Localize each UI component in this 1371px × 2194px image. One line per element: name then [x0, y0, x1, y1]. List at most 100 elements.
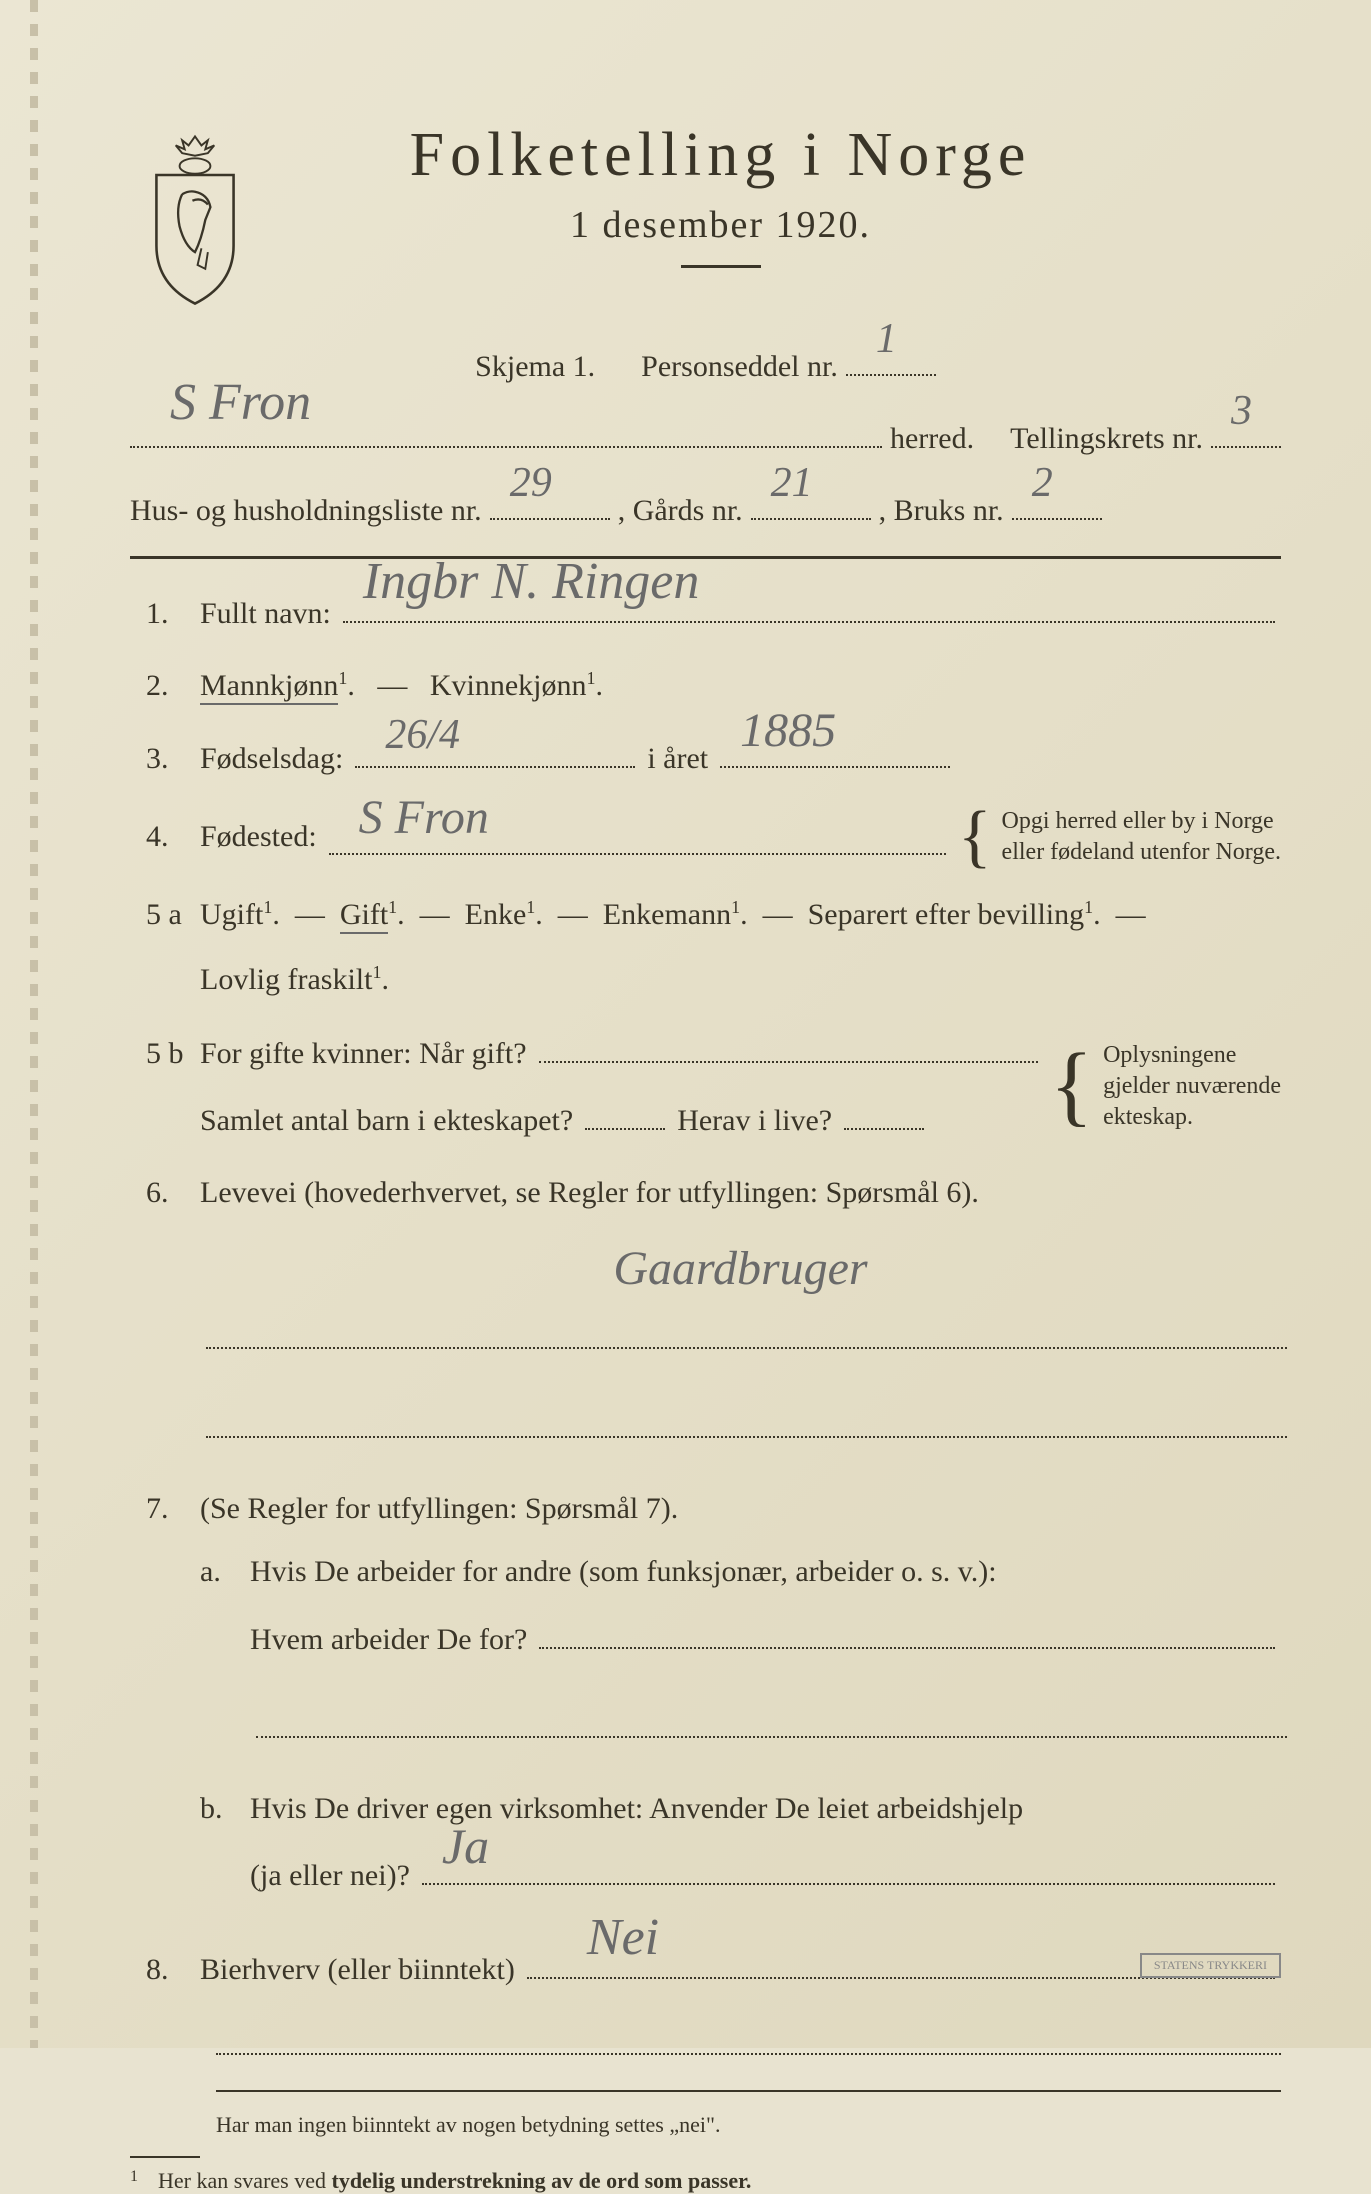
q4-note-l2: eller fødeland utenfor Norge. [1002, 837, 1281, 868]
q4-field: S Fron [329, 819, 946, 855]
q8-line2 [216, 2036, 1281, 2055]
q5b-live-field [844, 1094, 924, 1130]
q3-year-field: 1885 [720, 732, 950, 768]
q6-num: 6. [130, 1168, 200, 1218]
q4-num: 4. [130, 812, 200, 862]
q7b: b. Hvis De driver egen virksomhet: Anven… [200, 1784, 1281, 1901]
q5a-opt1: Ugift [200, 898, 263, 931]
husliste-field: 29 [490, 484, 610, 520]
q2: 2. Mannkjønn1. — Kvinnekjønn1. [130, 661, 1281, 711]
q8-num: 8. [130, 1945, 200, 1995]
q7a-l2: Hvem arbeider De for? [250, 1615, 527, 1665]
q5a: 5 a Ugift1. — Gift1. — Enke1. — Enkemann… [130, 890, 1281, 1005]
skjema-label: Skjema 1. [475, 340, 595, 394]
gards-label: , Gårds nr. [618, 484, 743, 538]
q5b-note-l2: gjelder nuværende [1103, 1071, 1281, 1102]
q7a-letter: a. [200, 1547, 250, 1754]
q5a-opt4: Enkemann [603, 898, 731, 931]
main-title: Folketelling i Norge [290, 120, 1151, 191]
q5b-note-l1: Oplysningene [1103, 1040, 1281, 1071]
husliste-line: Hus- og husholdningsliste nr. 29 , Gårds… [130, 484, 1281, 538]
divider-thick [130, 556, 1281, 559]
q2-opt1: Mannkjønn [200, 669, 338, 705]
q7b-field: Ja [422, 1849, 1275, 1885]
q7a-l1: Hvis De arbeider for andre (som funksjon… [250, 1547, 1281, 1597]
husliste-nr: 29 [510, 446, 552, 522]
personseddel-nr-field: 1 [846, 340, 936, 376]
q1-num: 1. [130, 589, 200, 639]
tellingskrets-field: 3 [1211, 412, 1281, 448]
q1: 1. Fullt navn: Ingbr N. Ringen [130, 587, 1281, 639]
q5b-barn-field [585, 1094, 665, 1130]
q1-label: Fullt navn: [200, 589, 331, 639]
divider-thin [216, 2090, 1281, 2092]
bruks-nr: 2 [1032, 446, 1053, 522]
footnote2-row: 1 Her kan svares ved tydelig understrekn… [130, 2168, 1281, 2194]
husliste-label: Hus- og husholdningsliste nr. [130, 484, 482, 538]
q7a-field [539, 1613, 1275, 1649]
herred-field: S Fron [130, 412, 882, 448]
q3-day: 26/4 [385, 701, 460, 770]
q7-label: (Se Regler for utfyllingen: Spørsmål 7). [200, 1484, 1281, 1534]
q8: 8. Bierhverv (eller biinntekt) Nei [130, 1943, 1281, 1995]
q7b-l2: (ja eller nei)? [250, 1851, 410, 1901]
footnote1: Har man ingen biinntekt av nogen betydni… [216, 2112, 1281, 2138]
subtitle: 1 desember 1920. [290, 203, 1151, 247]
gards-nr: 21 [771, 446, 813, 522]
q4-note: { Opgi herred eller by i Norge eller fød… [958, 806, 1281, 868]
q5a-opt5: Separert efter bevilling [808, 898, 1085, 931]
q4-value: S Fron [359, 778, 489, 857]
printer-stamp: STATENS TRYKKERI [1140, 1953, 1281, 1978]
footnote2-num: 1 [130, 2168, 138, 2194]
q3: 3. Fødselsdag: 26/4 i året 1885 [130, 732, 1281, 784]
q7b-l1: Hvis De driver egen virksomhet: Anvender… [250, 1784, 1281, 1834]
q7b-letter: b. [200, 1784, 250, 1901]
q3-num: 3. [130, 734, 200, 784]
herred-value: S Fron [170, 356, 311, 450]
q1-field: Ingbr N. Ringen [343, 587, 1275, 623]
footnote2: Her kan svares ved tydelig understreknin… [158, 2168, 751, 2194]
q5b: 5 b For gifte kvinner: Når gift? Samlet … [130, 1027, 1281, 1146]
q5b-num: 5 b [130, 1029, 200, 1079]
divider-short [130, 2156, 200, 2158]
q3-label: Fødselsdag: [200, 734, 343, 784]
q1-value: Ingbr N. Ringen [363, 539, 700, 625]
q7b-value: Ja [442, 1805, 489, 1888]
q2-num: 2. [130, 661, 200, 711]
q6: 6. Levevei (hovederhvervet, se Regler fo… [130, 1168, 1281, 1454]
census-form-page: Folketelling i Norge 1 desember 1920. Sk… [0, 0, 1371, 2048]
q3-year: 1885 [740, 691, 836, 770]
q7-num: 7. [130, 1484, 200, 1534]
q5b-l2b: Herav i live? [677, 1096, 832, 1146]
gards-field: 21 [751, 484, 871, 520]
q5b-note: { Oplysningene gjelder nuværende ekteska… [1050, 1040, 1281, 1134]
q5b-l1a: For gifte kvinner: Når gift? [200, 1029, 527, 1079]
bruks-label: , Bruks nr. [879, 484, 1004, 538]
q8-value: Nei [587, 1895, 659, 1981]
q6-label: Levevei (hovederhvervet, se Regler for u… [200, 1168, 1281, 1218]
personseddel-label: Personseddel nr. [641, 340, 838, 394]
q4-note-l1: Opgi herred eller by i Norge [1002, 806, 1281, 837]
header: Folketelling i Norge 1 desember 1920. [130, 120, 1281, 310]
q5b-gift-field [539, 1027, 1038, 1063]
tellingskrets-nr: 3 [1231, 374, 1252, 450]
q2-opt2: Kvinnekjønn [430, 669, 587, 702]
q7: 7. (Se Regler for utfyllingen: Spørsmål … [130, 1484, 1281, 1921]
q4-label: Fødested: [200, 812, 317, 862]
q7a: a. Hvis De arbeider for andre (som funks… [200, 1547, 1281, 1754]
q5b-l2a: Samlet antal barn i ekteskapet? [200, 1096, 573, 1146]
personseddel-nr: 1 [876, 302, 897, 378]
coat-of-arms-icon [130, 130, 260, 310]
q5a-opt6: Lovlig fraskilt [200, 963, 372, 996]
herred-label: herred. [890, 412, 974, 466]
title-block: Folketelling i Norge 1 desember 1920. [290, 120, 1281, 268]
title-rule [681, 265, 761, 268]
brace-icon: { [1050, 1059, 1093, 1113]
q6-value: Gaardbruger [613, 1242, 867, 1295]
q3-mid: i året [647, 734, 708, 784]
herred-line: S Fron herred. Tellingskrets nr. 3 [130, 412, 1281, 466]
q5a-opt3: Enke [465, 898, 527, 931]
q8-label: Bierhverv (eller biinntekt) [200, 1945, 515, 1995]
brace-icon: { [958, 816, 992, 858]
q6-line2 [206, 1402, 1287, 1438]
